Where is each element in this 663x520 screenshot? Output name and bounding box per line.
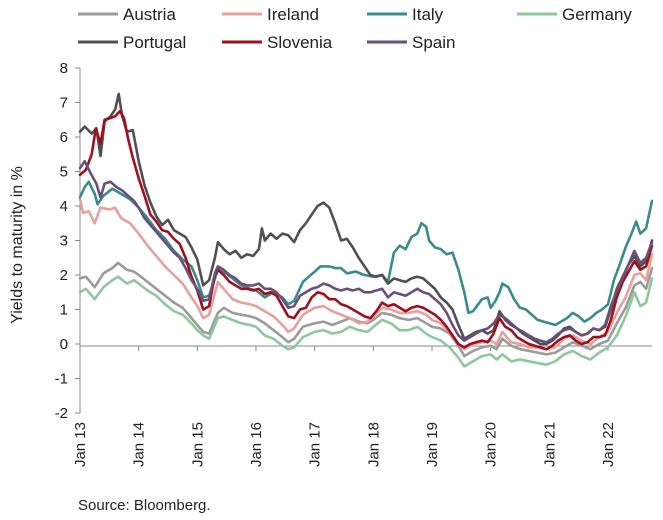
- series-line-germany: [78, 275, 654, 368]
- x-tick-label: Jan 17: [307, 422, 324, 467]
- y-tick-label: 8: [60, 60, 68, 77]
- x-tick-label: Jan 19: [424, 422, 441, 467]
- y-tick-label: 1: [60, 302, 68, 319]
- legend-label-austria: Austria: [123, 5, 176, 24]
- x-tick-label: Jan 21: [541, 422, 558, 467]
- x-tick-label: Jan 13: [72, 422, 89, 467]
- y-axis-title: Yields to maturity in %: [9, 166, 26, 324]
- source-note: Source: Bloomberg.: [78, 497, 211, 514]
- legend: Austria Ireland Italy Germany Portugal Sloven…: [78, 5, 632, 52]
- legend-label-germany: Germany: [562, 5, 632, 24]
- x-tick-label: Jan 18: [365, 422, 382, 467]
- x-tick-label: Jan 16: [248, 422, 265, 467]
- series-line-spain: [78, 159, 654, 344]
- y-tick-label: 7: [60, 95, 68, 112]
- series-line-italy: [78, 180, 654, 327]
- y-tick-label: 3: [60, 233, 68, 250]
- x-tick-label: Jan 15: [189, 422, 206, 467]
- plot-area: [78, 92, 654, 368]
- y-tick-label: -1: [55, 371, 68, 388]
- series-line-austria: [78, 261, 654, 358]
- legend-label-spain: Spain: [412, 33, 455, 52]
- y-axis: -2 -1 0 1 2 3 4 5 6 7 8: [55, 60, 81, 422]
- y-tick-label: 4: [60, 198, 68, 215]
- series-line-ireland: [78, 197, 654, 351]
- y-tick-label: 0: [60, 336, 68, 353]
- x-tick-label: Jan 14: [131, 422, 148, 467]
- y-tick-label: -2: [55, 405, 68, 422]
- y-tick-label: 6: [60, 129, 68, 146]
- x-axis: Jan 13 Jan 14 Jan 15 Jan 16 Jan 17 Jan 18 Jan …: [72, 345, 652, 467]
- series-line-slovenia: [78, 109, 654, 351]
- x-tick-label: Jan 22: [600, 422, 617, 467]
- y-tick-label: 5: [60, 164, 68, 181]
- y-tick-label: 2: [60, 267, 68, 284]
- legend-label-portugal: Portugal: [123, 33, 186, 52]
- legend-label-ireland: Ireland: [267, 5, 319, 24]
- x-tick-label: Jan 20: [483, 422, 500, 467]
- legend-label-italy: Italy: [412, 5, 444, 24]
- legend-label-slovenia: Slovenia: [267, 33, 333, 52]
- series-line-portugal: [78, 92, 654, 346]
